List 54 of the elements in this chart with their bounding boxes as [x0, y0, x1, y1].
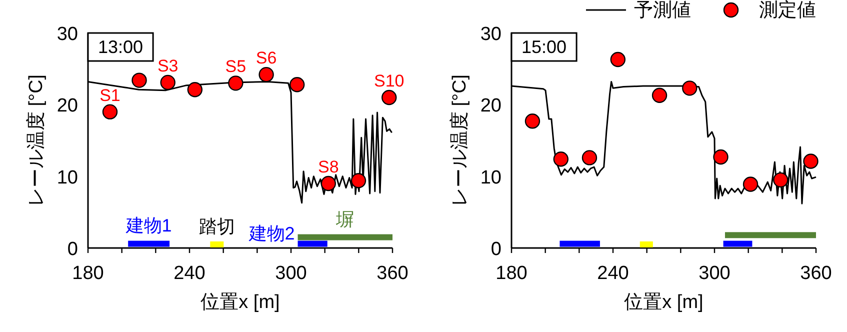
y-axis-title: レール温度 [°C]	[448, 74, 470, 207]
x-axis-title: 位置x [m]	[624, 292, 704, 313]
x-tick-label: 360	[376, 263, 408, 284]
chart-title: 13:00	[98, 37, 144, 57]
point	[289, 77, 305, 92]
y-tick-label: 20	[56, 96, 78, 117]
point	[228, 76, 244, 91]
y-tick-label: 0	[67, 239, 78, 260]
data-label: S10	[374, 72, 404, 90]
point	[682, 80, 698, 96]
x-axis-title: 位置x [m]	[200, 292, 280, 313]
y-tick-label: 30	[480, 24, 502, 45]
point	[742, 176, 758, 192]
point	[382, 90, 397, 106]
x-tick-label: 240	[597, 263, 629, 284]
y-tick-label: 10	[56, 167, 78, 188]
point	[652, 88, 668, 103]
legend-label: 測定値	[759, 0, 816, 21]
x-tick-label: 300	[698, 263, 730, 284]
legend-label: 予測値	[634, 0, 691, 21]
series-label: 踏切	[198, 216, 235, 236]
x-tick-label: 300	[275, 263, 307, 284]
y-tick-label: 30	[56, 24, 78, 45]
data-label: S6	[256, 48, 277, 68]
y-tick-label: 20	[480, 96, 502, 117]
y-tick-label: 10	[480, 167, 502, 188]
chart-title: 15:00	[522, 37, 567, 57]
point	[350, 173, 366, 188]
data-label: S3	[157, 56, 178, 76]
point	[187, 82, 203, 98]
data-label: S5	[225, 57, 246, 76]
x-tick-label: 180	[72, 263, 104, 284]
point	[803, 154, 818, 169]
point	[320, 176, 336, 192]
y-axis-title: レール温度 [°C]	[25, 74, 47, 207]
point	[258, 66, 274, 82]
point	[524, 114, 540, 129]
point	[132, 72, 147, 88]
series-label: 建物2	[248, 224, 295, 244]
point	[582, 150, 598, 166]
series-label: 塀	[335, 209, 354, 230]
point	[160, 74, 176, 90]
point	[553, 152, 568, 167]
y-tick-label: 0	[490, 239, 502, 260]
data-label: S1	[100, 86, 120, 105]
data-label: S8	[318, 158, 339, 176]
point	[713, 149, 728, 165]
series-label: 建物1	[124, 216, 172, 236]
point	[610, 52, 626, 68]
x-tick-label: 180	[496, 263, 528, 284]
x-tick-label: 360	[800, 263, 832, 284]
point	[773, 172, 788, 188]
point	[102, 104, 118, 120]
x-tick-label: 240	[174, 263, 206, 284]
